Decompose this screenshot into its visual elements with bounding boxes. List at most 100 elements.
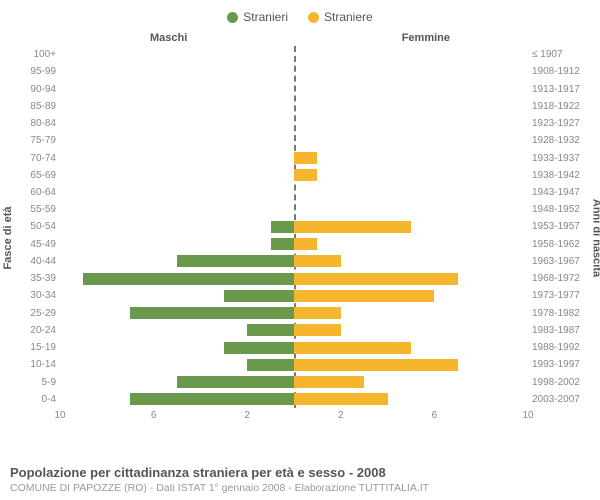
age-row: 15-191988-1992 [60,339,528,356]
age-row: 75-791928-1932 [60,132,528,149]
chart-subtitle: COMUNE DI PAPOZZE (RO) - Dati ISTAT 1° g… [10,482,429,494]
chart-title: Popolazione per cittadinanza straniera p… [10,465,429,480]
age-row: 50-541953-1957 [60,218,528,235]
birth-year-label: 1913-1917 [532,84,590,95]
female-bar [294,221,411,233]
female-half [294,253,528,270]
birth-year-label: 1948-1952 [532,204,590,215]
female-half [294,218,528,235]
population-pyramid-chart: Maschi Femmine Fasce di età Anni di nasc… [0,28,600,448]
female-half [294,287,528,304]
female-half [294,322,528,339]
male-bar [271,238,294,250]
male-half [60,46,294,63]
age-row: 25-291978-1982 [60,305,528,322]
birth-year-label: 1993-1997 [532,359,590,370]
age-label: 55-59 [10,204,56,215]
female-half [294,80,528,97]
birth-year-label: 1923-1927 [532,118,590,129]
male-bar [177,376,294,388]
age-label: 60-64 [10,187,56,198]
female-bar [294,152,317,164]
female-half [294,236,528,253]
birth-year-label: 1983-1987 [532,325,590,336]
legend-label-male: Stranieri [243,10,288,24]
age-row: 10-141993-1997 [60,356,528,373]
legend-label-female: Straniere [324,10,373,24]
female-bar [294,307,341,319]
age-label: 10-14 [10,359,56,370]
female-bar [294,238,317,250]
y-axis-label-right: Anni di nascita [590,199,600,277]
birth-year-label: 1943-1947 [532,187,590,198]
chart-footer: Popolazione per cittadinanza straniera p… [10,465,429,494]
male-half [60,356,294,373]
age-label: 75-79 [10,135,56,146]
female-half [294,305,528,322]
age-label: 100+ [10,49,56,60]
age-row: 85-891918-1922 [60,98,528,115]
male-bar [177,255,294,267]
male-half [60,339,294,356]
female-bar [294,290,434,302]
female-half [294,184,528,201]
male-bar [130,393,294,405]
age-row: 90-941913-1917 [60,80,528,97]
age-label: 70-74 [10,153,56,164]
plot-area: 100+≤ 190795-991908-191290-941913-191785… [60,46,528,408]
female-half [294,356,528,373]
male-half [60,184,294,201]
age-row: 80-841923-1927 [60,115,528,132]
age-label: 45-49 [10,239,56,250]
birth-year-label: 1963-1967 [532,256,590,267]
age-label: 90-94 [10,84,56,95]
female-half [294,391,528,408]
age-row: 40-441963-1967 [60,253,528,270]
x-tick: 10 [522,410,533,421]
age-label: 25-29 [10,308,56,319]
age-row: 65-691938-1942 [60,167,528,184]
male-half [60,270,294,287]
age-label: 15-19 [10,342,56,353]
female-bar [294,255,341,267]
birth-year-label: 1958-1962 [532,239,590,250]
birth-year-label: 1908-1912 [532,66,590,77]
age-label: 80-84 [10,118,56,129]
age-label: 40-44 [10,256,56,267]
male-half [60,63,294,80]
female-bar [294,169,317,181]
birth-year-label: 2003-2007 [532,394,590,405]
birth-year-label: 1918-1922 [532,101,590,112]
male-bar [247,324,294,336]
x-tick: 6 [432,410,438,421]
male-half [60,391,294,408]
age-row: 100+≤ 1907 [60,46,528,63]
female-bar [294,273,458,285]
male-half [60,149,294,166]
age-label: 0-4 [10,394,56,405]
x-tick: 2 [244,410,250,421]
age-row: 60-641943-1947 [60,184,528,201]
male-half [60,322,294,339]
male-half [60,80,294,97]
female-bar [294,359,458,371]
age-row: 5-91998-2002 [60,373,528,390]
male-bar [130,307,294,319]
x-axis: 10622610 [60,410,528,426]
male-bar [247,359,294,371]
age-label: 20-24 [10,325,56,336]
legend-swatch-female [308,12,319,23]
x-tick: 6 [151,410,157,421]
female-half [294,149,528,166]
x-tick: 2 [338,410,344,421]
age-label: 85-89 [10,101,56,112]
male-bar [224,342,294,354]
age-row: 70-741933-1937 [60,149,528,166]
x-tick: 10 [54,410,65,421]
female-bar [294,376,364,388]
male-half [60,132,294,149]
male-half [60,305,294,322]
female-half [294,98,528,115]
legend-item-female: Straniere [308,10,373,24]
age-row: 45-491958-1962 [60,236,528,253]
